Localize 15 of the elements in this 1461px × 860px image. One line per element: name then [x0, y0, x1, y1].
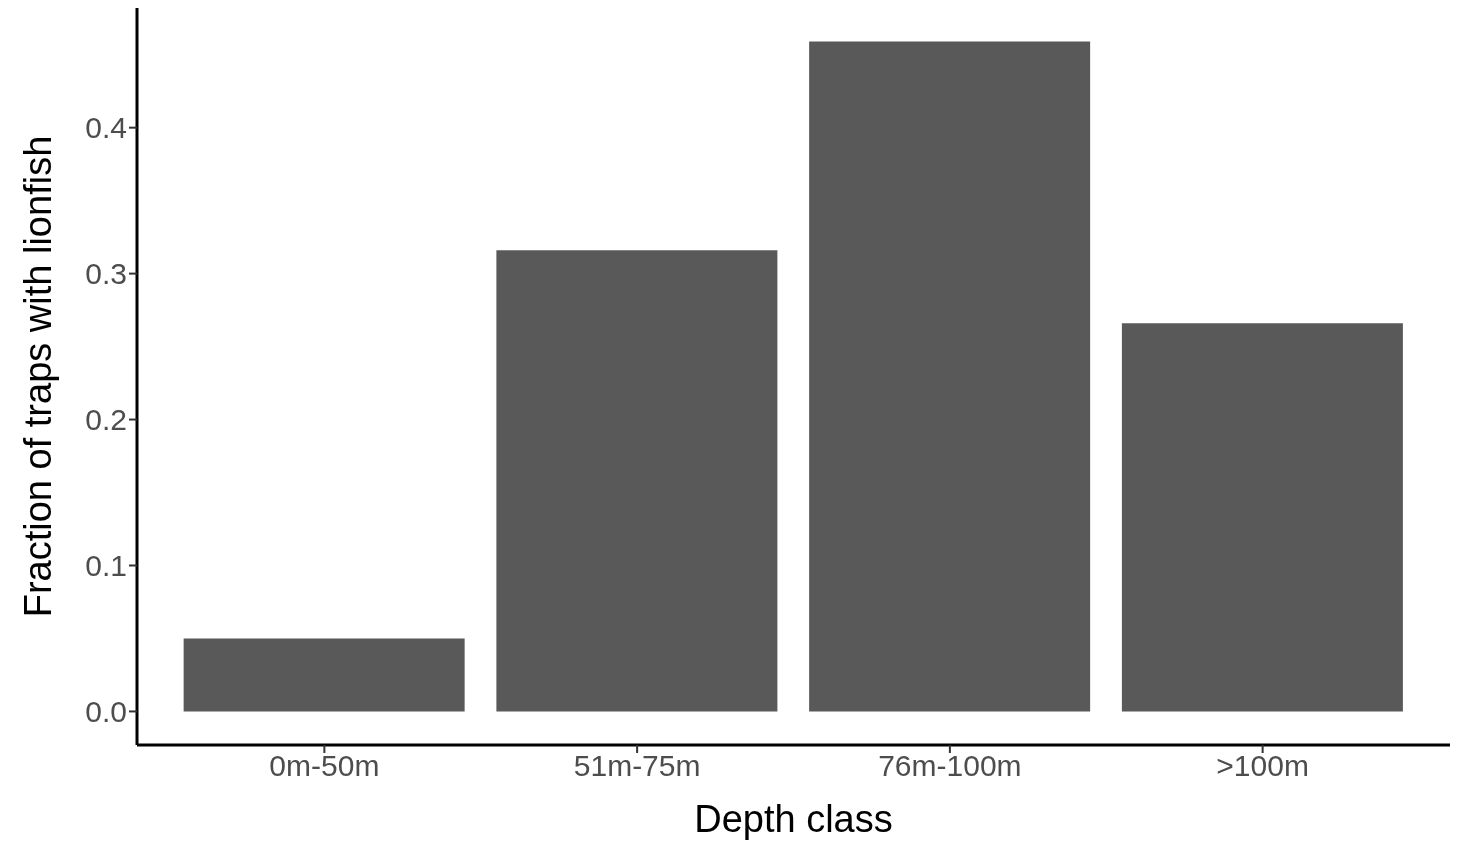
y-tick-label: 0.3 [85, 257, 127, 291]
x-tick-label: >100m [1216, 749, 1309, 783]
x-tick-label: 76m-100m [878, 749, 1022, 783]
y-tick-label: 0.0 [85, 695, 127, 729]
bar [1121, 323, 1403, 712]
x-axis-title: Depth class [694, 798, 893, 840]
bar [809, 41, 1091, 712]
bar [183, 638, 465, 712]
y-tick-label: 0.4 [85, 111, 127, 145]
y-axis-title: Fraction of traps with lionfish [17, 135, 60, 618]
y-tick-label: 0.1 [85, 549, 127, 583]
x-tick-label: 0m-50m [269, 749, 380, 783]
y-tick-label: 0.2 [85, 403, 127, 437]
bar [496, 250, 778, 712]
x-tick-label: 51m-75m [573, 749, 701, 783]
